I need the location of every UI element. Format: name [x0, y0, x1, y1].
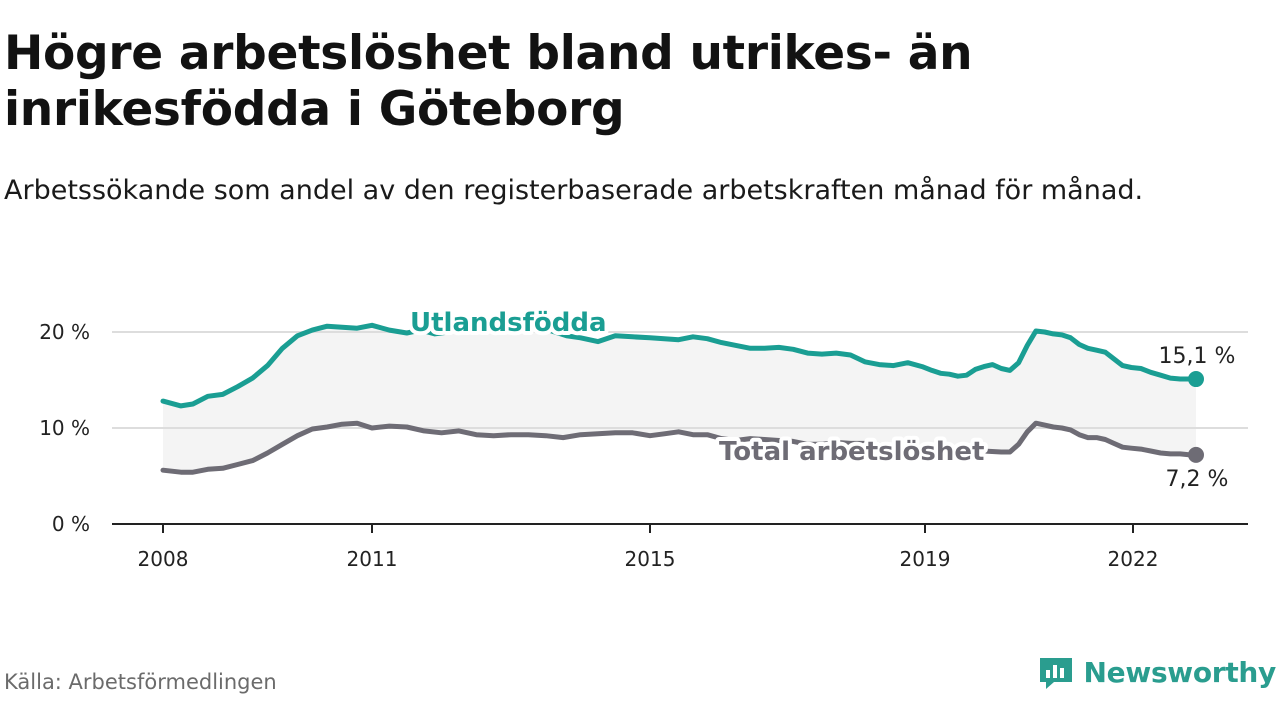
brand-name: Newsworthy: [1083, 655, 1277, 689]
brand-logo: Newsworthy: [1038, 654, 1276, 690]
x-tick-labels: 2008 2011 2015 2019 2022: [138, 547, 1159, 571]
line-chart: 0 % 10 % 20 % 2008 2011 2015 2019 2022 Utlands…: [39, 304, 1248, 571]
source-note: Källa: Arbetsförmedlingen: [4, 670, 277, 694]
x-tick-label: 2019: [900, 547, 951, 571]
total-line: [160, 420, 1199, 475]
gap-band: [163, 325, 1196, 473]
y-tick-label: 10 %: [39, 416, 90, 440]
y-tick-labels: 0 % 10 % 20 %: [39, 320, 90, 536]
total-series-label: Total arbetslöshet: [719, 437, 984, 467]
x-tick-label: 2011: [347, 547, 398, 571]
x-tick-label: 2008: [138, 547, 189, 571]
utlandsfodda-line: [160, 322, 1199, 409]
total-series-label-halo: Total arbetslöshet: [719, 437, 984, 467]
x-tick-label: 2015: [625, 547, 676, 571]
x-tick-label: 2022: [1108, 547, 1159, 571]
utlandsfodda-series-label-halo: Utlandsfödda: [410, 308, 607, 338]
newsworthy-logo-icon: [1039, 658, 1072, 689]
chart-subtitle: Arbetssökande som andel av den registerb…: [4, 175, 1144, 206]
total-end-label: 7,2 %: [1166, 467, 1229, 492]
utlandsfodda-series-label: Utlandsfödda: [410, 308, 607, 338]
y-tick-label: 0 %: [52, 512, 90, 536]
utlandsfodda-end-point: [1188, 371, 1204, 388]
gap-band-layer: [163, 325, 1196, 473]
x-axis: [112, 523, 1248, 533]
utlandsfodda-end-label: 15,1 %: [1159, 344, 1236, 369]
y-tick-label: 20 %: [39, 320, 90, 344]
series-lines: [160, 322, 1204, 475]
total-end-point: [1188, 446, 1204, 463]
chart-title: Högre arbetslöshet bland utrikes- än inr…: [4, 26, 973, 137]
